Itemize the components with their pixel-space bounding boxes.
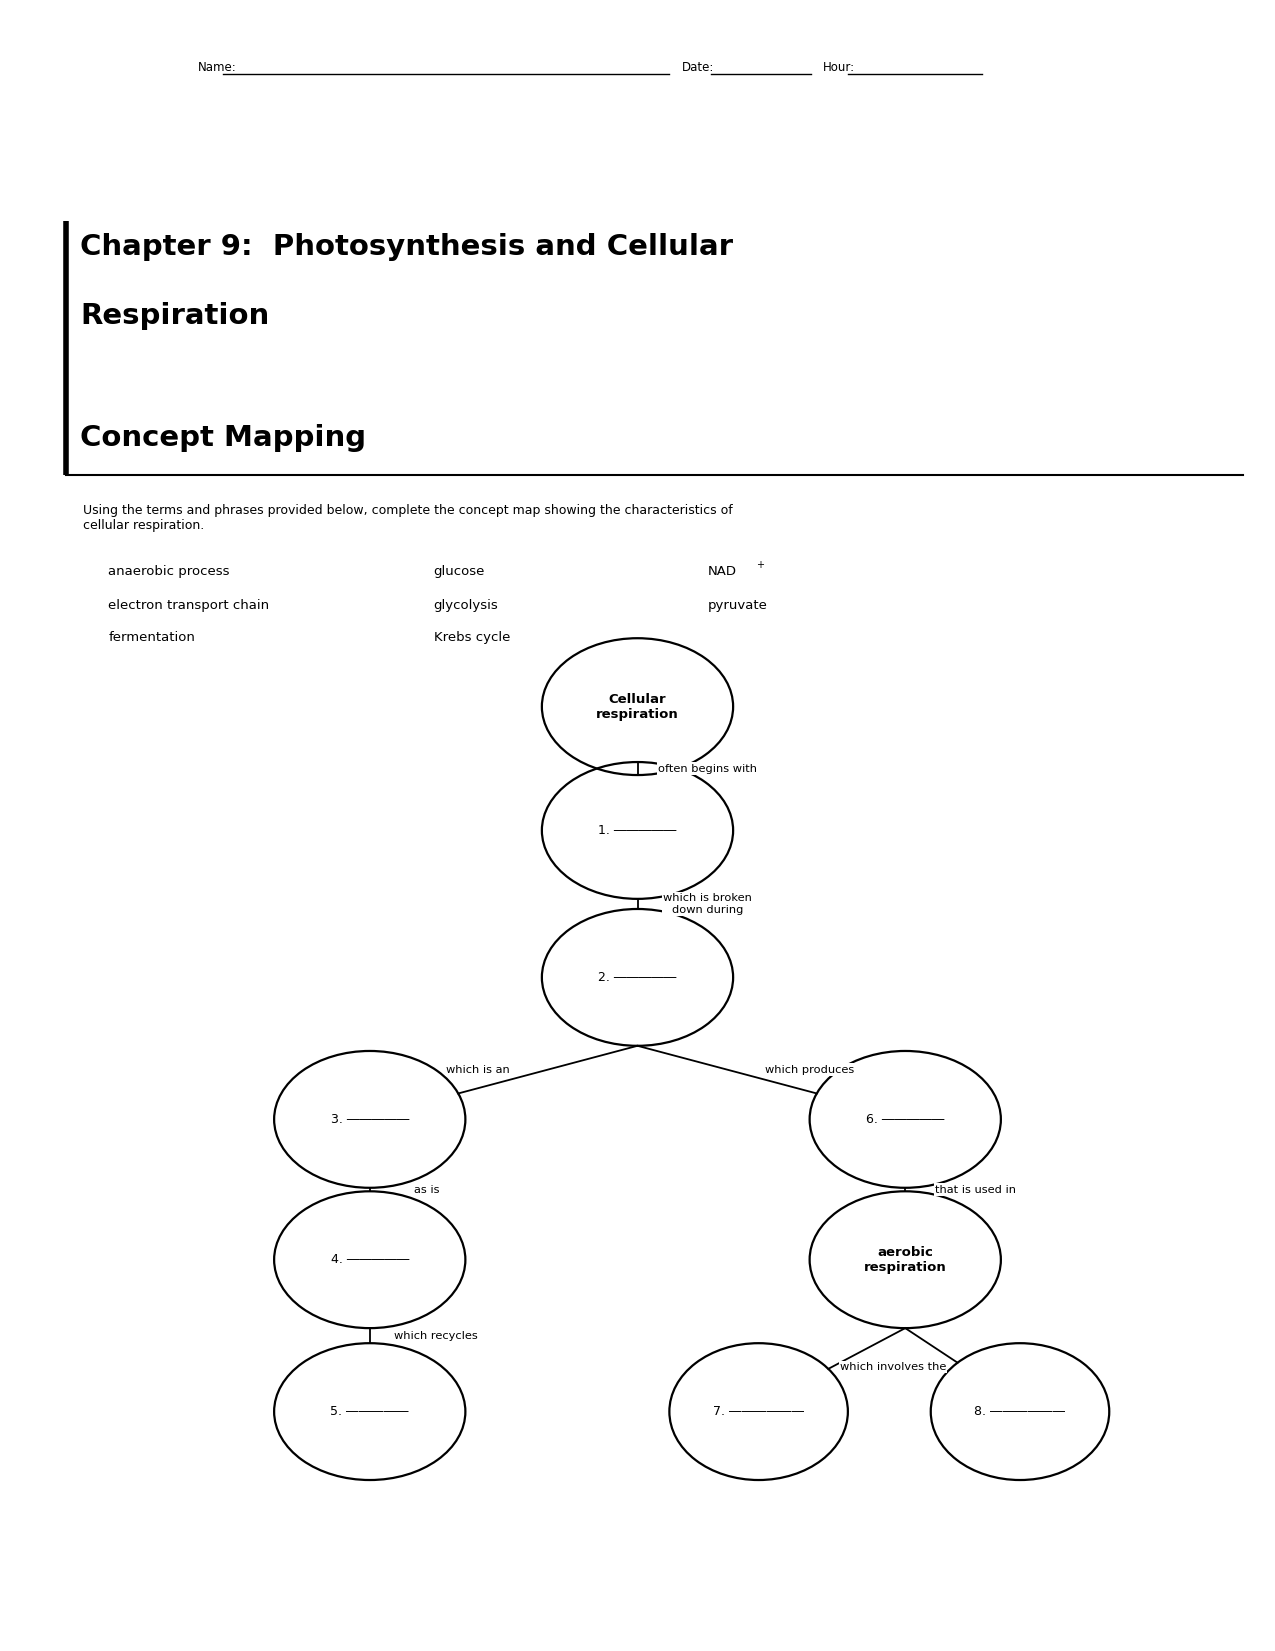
Text: Date:: Date: — [682, 61, 714, 74]
Text: 8. ――――――: 8. ―――――― — [974, 1405, 1066, 1418]
Text: which involves the: which involves the — [840, 1362, 946, 1372]
Text: Concept Mapping: Concept Mapping — [80, 424, 366, 452]
Text: aerobic
respiration: aerobic respiration — [864, 1247, 946, 1273]
Text: electron transport chain: electron transport chain — [108, 599, 269, 613]
Text: which produces: which produces — [765, 1065, 854, 1075]
Text: Hour:: Hour: — [822, 61, 854, 74]
Text: 4. ―――――: 4. ――――― — [330, 1253, 409, 1266]
Text: often begins with: often begins with — [658, 763, 757, 774]
Text: fermentation: fermentation — [108, 631, 195, 644]
Text: 7. ――――――: 7. ―――――― — [713, 1405, 805, 1418]
Text: glycolysis: glycolysis — [434, 599, 499, 613]
Text: that is used in: that is used in — [935, 1184, 1016, 1195]
Text: Cellular
respiration: Cellular respiration — [597, 693, 678, 720]
Text: which recycles: which recycles — [394, 1331, 478, 1341]
Text: +: + — [756, 560, 764, 570]
Text: 2. ―――――: 2. ――――― — [598, 971, 677, 984]
Text: glucose: glucose — [434, 565, 484, 578]
Text: as is: as is — [414, 1184, 440, 1195]
Text: Respiration: Respiration — [80, 302, 269, 330]
Text: NAD: NAD — [708, 565, 737, 578]
Text: which is an: which is an — [446, 1065, 510, 1075]
Text: 3. ―――――: 3. ――――― — [330, 1113, 409, 1126]
Text: Chapter 9:  Photosynthesis and Cellular: Chapter 9: Photosynthesis and Cellular — [80, 233, 733, 261]
Text: 1. ―――――: 1. ――――― — [598, 824, 677, 837]
Text: Using the terms and phrases provided below, complete the concept map showing the: Using the terms and phrases provided bel… — [83, 504, 733, 532]
Text: Name:: Name: — [198, 61, 236, 74]
Text: pyruvate: pyruvate — [708, 599, 768, 613]
Text: anaerobic process: anaerobic process — [108, 565, 230, 578]
Text: 6. ―――――: 6. ――――― — [866, 1113, 945, 1126]
Text: Krebs cycle: Krebs cycle — [434, 631, 510, 644]
Text: 5. ―――――: 5. ――――― — [330, 1405, 409, 1418]
Text: which is broken
down during: which is broken down during — [663, 893, 752, 915]
